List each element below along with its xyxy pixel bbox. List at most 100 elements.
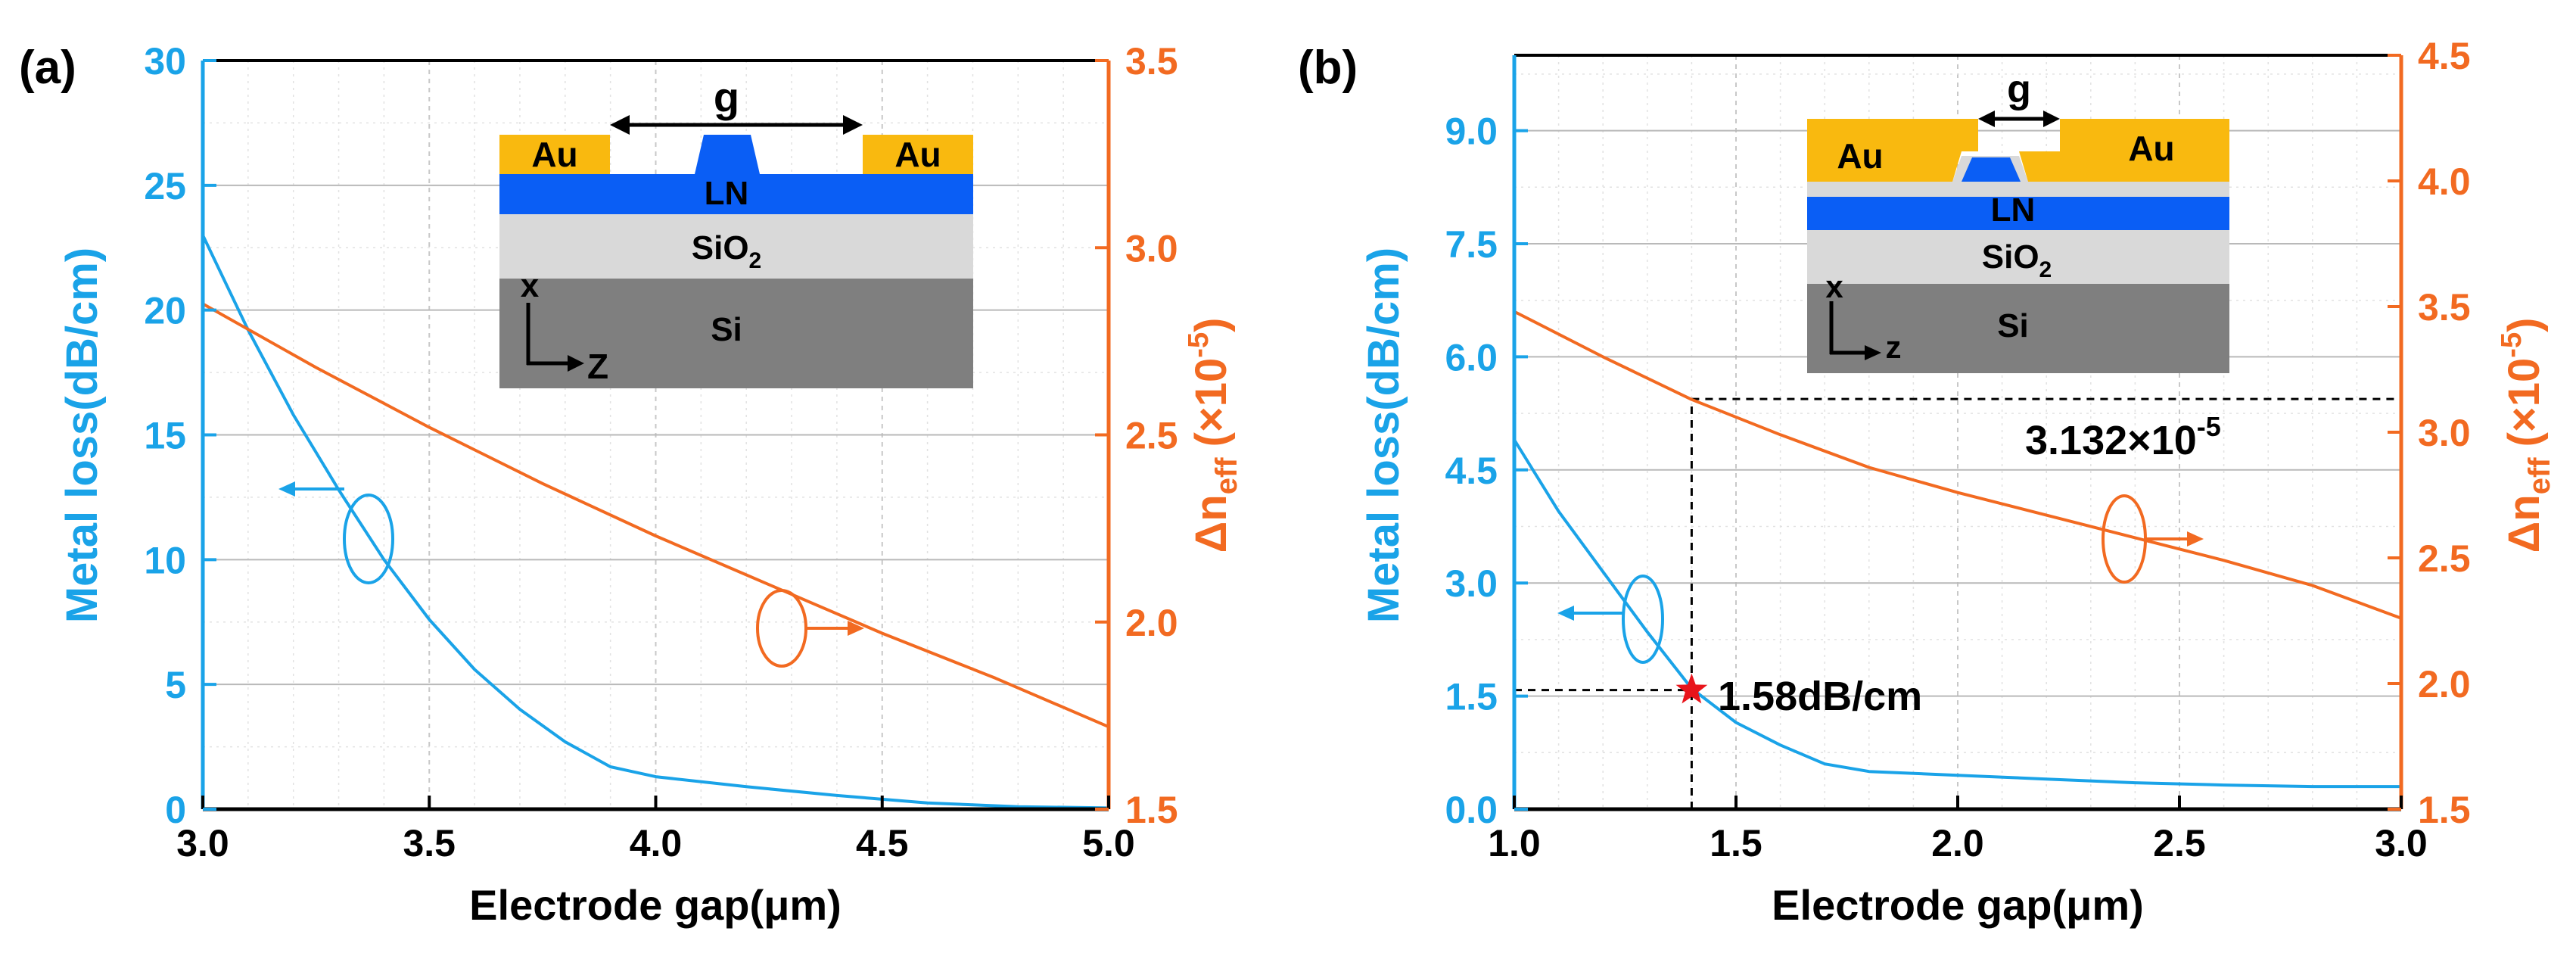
panel-b-label: (b) [1298, 42, 1358, 94]
panel-a-neff-line [202, 302, 1109, 729]
panel-b-loss-ellipse [1622, 575, 1664, 664]
inset-a-ln-layer [499, 174, 973, 214]
panel-a-y-right-tick-label: 2.5 [1125, 415, 1178, 457]
inset-a-gap-arrowhead-left [610, 115, 630, 135]
inset-a-si-label: Si [711, 311, 742, 348]
panel-a-y-left-tick-label: 25 [144, 165, 186, 207]
inset-b-ln-label: LN [1991, 192, 2036, 229]
panel-b-series [1513, 310, 2402, 789]
panel-b-x-tick-label: 1.5 [1710, 822, 1762, 864]
inset-a-sio2-label: SiO2 [692, 229, 761, 273]
inset-a-au-right [863, 135, 973, 174]
inset-a-au-right-label: Au [894, 135, 941, 174]
inset-b-au-right-label: Au [2128, 129, 2174, 168]
inset-b-gap-label: g [2007, 67, 2031, 111]
panel-a-y-axis-right-title: Δneff(×10-5) [1183, 318, 1243, 553]
panel-b-y-right-tick-label: 4.0 [2418, 160, 2471, 203]
panel-b-y-axis-right-title: Δneff(×10-5) [2496, 318, 2556, 553]
panel-a-loss-arrowhead [278, 481, 295, 497]
panel-b-neff-annotation: 3.132×10-5 [2025, 411, 2221, 463]
panel-b-y-right-tick-label: 3.5 [2418, 286, 2471, 329]
panel-a-inset: g Au Au LN SiO2 Si x Z [499, 73, 973, 388]
inset-a-gap-arrowhead-right [843, 115, 863, 135]
panel-b-y-right-tick-label: 3.0 [2418, 412, 2471, 454]
panel-a-y-axis-left-title: Metal loss(dB/cm) [58, 248, 107, 623]
panel-a-x-tick-label: 3.5 [403, 822, 456, 864]
inset-b-sio2-layer [1807, 230, 2229, 284]
panel-a-x-tick-label: 4.0 [630, 822, 683, 864]
inset-b-ln-ridge [1962, 157, 2021, 182]
inset-a-au-left [499, 135, 610, 174]
inset-b-au-left-label: Au [1837, 136, 1883, 176]
panel-b-x-tick-label: 3.0 [2375, 822, 2428, 864]
panel-b-neff-line [1514, 310, 2402, 620]
panel-b-x-axis-title: Electrode gap(μm) [1772, 881, 2144, 929]
panel-a-loss-ellipse [343, 494, 394, 584]
panel-a-neff-arrowhead [848, 621, 864, 636]
inset-a-sio2-layer [499, 214, 973, 279]
panel-b-y-left-tick-label: 9.0 [1445, 111, 1498, 153]
panel-b-x-tick-label: 1.0 [1488, 822, 1541, 864]
panel-b-y-left-tick-label: 3.0 [1445, 562, 1498, 605]
panel-b-x-tick-label: 2.5 [2153, 822, 2206, 864]
inset-b-gap-arrowhead-right [2043, 111, 2060, 127]
inset-b-ln-layer [1807, 197, 2229, 230]
panel-b-y-right-tick-label: 2.0 [2418, 663, 2471, 705]
inset-b-sio2-cover [1807, 156, 2229, 197]
inset-a-si-layer [499, 279, 973, 388]
panel-a-y-right-tick-label: 3.0 [1125, 227, 1178, 269]
panel-b-marker-star [1675, 673, 1708, 704]
panel-b-y-left-tick-label: 6.0 [1445, 336, 1498, 378]
inset-b-gap-arrowhead-left [1978, 111, 1995, 127]
inset-a-axis-x-label: x [521, 267, 540, 304]
panel-a-y-right-tick-label: 3.5 [1125, 40, 1178, 83]
panel-a-y-right-tick-label: 1.5 [1125, 789, 1178, 831]
inset-b-si-layer [1807, 284, 2229, 373]
panel-a-x-tick-label: 5.0 [1082, 822, 1135, 864]
inset-a-gap-label: g [714, 73, 739, 121]
panel-a-y-left-tick-label: 10 [144, 539, 186, 581]
panel-b-y-right-tick-label: 2.5 [2418, 537, 2471, 580]
panel-b-grid [1514, 55, 2401, 809]
panel-b-y-right-tick-label: 4.5 [2418, 35, 2471, 77]
panel-a-y-right-tick-label: 2.0 [1125, 602, 1178, 644]
panel-a-y-left-tick-label: 30 [144, 40, 186, 83]
panel-b-metal-loss-line [1513, 438, 2401, 789]
panel-a-y-left-tick-label: 5 [165, 664, 186, 706]
panel-a-x-tick-label: 3.0 [176, 822, 229, 864]
panel-b-y-left-tick-label: 0.0 [1445, 789, 1498, 831]
panel-b-y-left-tick-label: 4.5 [1445, 450, 1498, 492]
panel-a-ticks: 3.0 3.5 4.0 4.5 5.0 0 5 10 15 20 25 30 1.5 2.0 2.5 3.0 3… [144, 40, 1178, 864]
panel-a-y-left-tick-label: 0 [165, 789, 186, 831]
inset-b-au-left [1807, 119, 1978, 182]
panel-b-inset: g Au Au LN SiO2 Si x z [1807, 67, 2229, 373]
panel-b-loss-arrowhead [1557, 606, 1574, 621]
panel-b-ticks: 1.0 1.5 2.0 2.5 3.00.01.53.04.56.07.59.01.52… [1445, 35, 2470, 864]
inset-a-au-left-label: Au [531, 135, 577, 174]
inset-a-axis-arrowhead [568, 355, 584, 372]
inset-b-axis-z-label: z [1886, 329, 1902, 365]
inset-b-axis-x-label: x [1825, 269, 1843, 304]
panel-a: (a) g Au Au LN SiO2 Si x Z [19, 40, 1243, 929]
panel-b-marker-label: 1.58dB/cm [1718, 674, 1922, 719]
panel-b-y-right-tick-label: 1.5 [2418, 789, 2471, 831]
panel-b: (b) g Au Au LN SiO2 Si x z [1298, 35, 2556, 929]
panel-b-y-axis-left-title: Metal loss(dB/cm) [1359, 248, 1408, 623]
panel-b-y-left-tick-label: 1.5 [1445, 676, 1498, 718]
panel-a-neff-ellipse [756, 589, 807, 668]
panel-a-y-left-tick-label: 15 [144, 415, 186, 457]
panel-b-x-tick-label: 2.0 [1931, 822, 1984, 864]
inset-b-axis-arrowhead [1865, 345, 1881, 360]
panel-b-guides [1514, 397, 2401, 809]
inset-b-au-right [2019, 119, 2229, 182]
panel-a-y-left-tick-label: 20 [144, 290, 186, 332]
panel-a-x-axis-title: Electrode gap(μm) [469, 881, 842, 929]
inset-a-axis-z-label: Z [587, 347, 608, 386]
inset-b-sio2-label: SiO2 [1982, 238, 2052, 282]
inset-b-si-label: Si [1997, 307, 2029, 344]
inset-a-ln-label: LN [705, 175, 749, 212]
panel-b-neff-arrowhead [2187, 531, 2204, 547]
panel-a-label: (a) [19, 42, 76, 94]
panel-a-x-tick-label: 4.5 [856, 822, 909, 864]
